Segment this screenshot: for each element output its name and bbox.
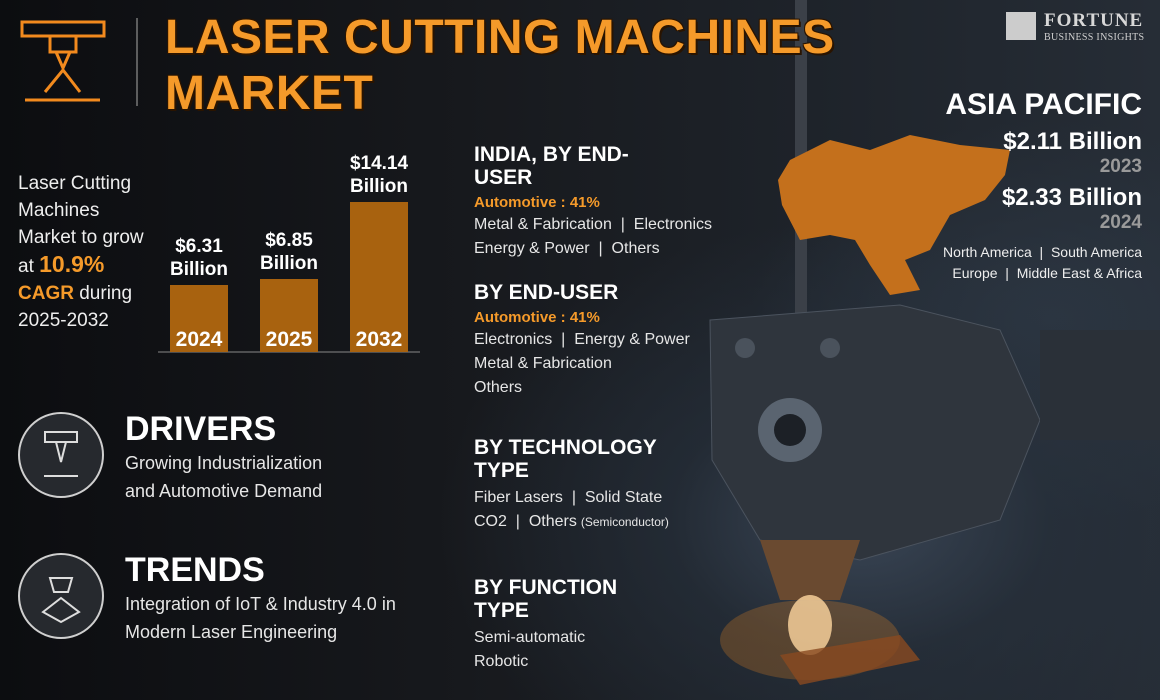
segment-line: Others [474,376,774,400]
region-amounts: $2.11 Billion 2023 $2.33 Billion 2024 [842,128,1142,234]
region-year: 2023 [1099,156,1142,177]
segment: INDIA, BY END-USER Automotive : 41% Metal … [474,143,774,261]
region-year: 2024 [1099,212,1142,233]
segment-highlight: Automotive : 41% [474,309,600,326]
segment: BY END-USER Automotive : 41% Electronics |… [474,281,774,400]
title: LASER CUTTING MACHINES MARKET [165,11,835,120]
bar [170,285,228,352]
segment-line: Metal & Fabrication [474,352,774,376]
segment-item: Electronics | Energy & Power [474,331,690,348]
segment-item: Metal & Fabrication [474,355,612,372]
other-region: North America | South America [943,244,1142,260]
segment-line: Semi-automatic [474,626,774,650]
intro-text: during 2025-2032 [18,283,133,331]
cagr: CAGR [18,283,74,304]
segment-line: Metal & Fabrication | Electronics [474,213,774,237]
other-region: Europe | Middle East & Africa [952,265,1142,281]
segment: BY FUNCTION TYPE Semi-automatic Robotic [474,576,774,674]
region-panel: ASIA PACIFIC $2.11 Billion 2023 $2.33 Bill… [842,88,1142,284]
region-name: ASIA PACIFIC [945,88,1142,121]
segment-item: Metal & Fabrication | Electronics [474,216,713,233]
segment-item: Energy & Power | Others [474,240,660,257]
segment-title: BY END-USER [474,281,619,304]
region-amount: $2.33 Billion [1001,184,1142,211]
segment-line: Electronics | Energy & Power [474,328,774,352]
segment-note: (Semiconductor) [580,515,669,529]
trends: TRENDS Integration of IoT & Industry 4.0… [125,551,415,646]
segment-item: Robotic [474,653,529,670]
brand-tagline: BUSINESS INSIGHTS [1044,32,1145,43]
bar [260,279,318,352]
value-label: $6.31 Billion [169,236,229,281]
segment-title: BY FUNCTION TYPE [474,576,618,622]
trends-title: TRENDS [125,551,265,589]
segment-line: Robotic [474,650,774,674]
segment-line: CO2 | Others (Semiconductor) [474,510,774,534]
bar [350,202,408,352]
segment-highlight: Automotive : 41% [474,194,600,211]
segment-line: Fiber Lasers | Solid State [474,486,774,510]
drivers-text: Growing Industrialization and Automotive… [125,453,323,501]
trends-text: Integration of IoT & Industry 4.0 in Mod… [125,594,396,642]
segment: BY TECHNOLOGY TYPE Fiber Lasers | Solid S… [474,436,774,534]
segment-item: Others [474,379,523,396]
x-tick-label: 2025 [265,328,313,351]
other-regions: North America | South America Europe | Mi… [842,242,1142,284]
segment-item: CO2 | Others [474,513,577,530]
segment-title: INDIA, BY END-USER [474,143,629,189]
drivers: DRIVERS Growing Industrialization and Au… [125,410,405,505]
x-tick-label: 2024 [175,328,223,351]
brand: FORTUNE [1044,10,1144,31]
segment-title: BY TECHNOLOGY TYPE [474,436,657,482]
segment-item: Semi-automatic [474,629,586,646]
drivers-title: DRIVERS [125,410,277,448]
intro-text: Laser Cutting Machines Market to grow at [18,173,144,277]
x-tick-label: 2032 [355,328,403,351]
intro: Laser Cutting Machines Market to grow at… [18,170,148,334]
region-amount: $2.11 Billion [1003,128,1142,155]
value-label: $6.85 Billion [259,230,319,275]
value-label: $14.14 Billion [349,153,409,197]
segment-line: Energy & Power | Others [474,237,774,261]
growth-rate: 10.9% [39,251,105,277]
segment-item: Fiber Lasers | Solid State [474,489,663,506]
bar-chart: 2024 $6.31 Billion 2025 $6.85 Billion 2032 $1… [0,0,408,352]
